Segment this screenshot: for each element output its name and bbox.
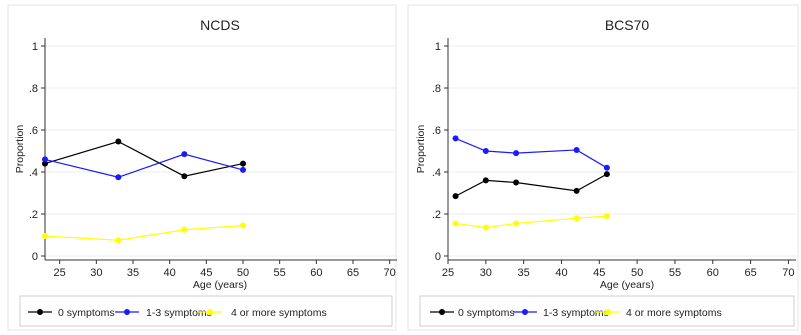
data-point (573, 187, 580, 194)
data-point (115, 174, 122, 181)
series-line (44, 224, 244, 241)
data-point (181, 226, 188, 233)
y-tick-label: 1 (435, 41, 441, 53)
legend-label: 0 symptoms (58, 307, 115, 319)
legend-swatch-marker (605, 309, 611, 315)
data-point (42, 156, 48, 163)
data-point (42, 160, 48, 167)
x-tick-label: 40 (555, 267, 567, 279)
data-point (240, 166, 246, 173)
data-point (603, 213, 610, 220)
y-tick-label: 0 (435, 251, 441, 263)
legend-swatch-marker (207, 309, 213, 315)
y-tick-label: .8 (432, 83, 441, 95)
chart-title: NCDS (200, 17, 240, 33)
x-tick-label: 60 (310, 267, 322, 279)
data-point (513, 220, 520, 227)
x-tick-label: 55 (669, 267, 681, 279)
data-point (452, 135, 459, 142)
x-tick-label: 50 (237, 267, 249, 279)
x-tick-label: 55 (274, 267, 286, 279)
x-tick-label: 65 (347, 267, 359, 279)
series-line (44, 153, 244, 178)
y-tick-label: 0 (32, 251, 38, 263)
legend-swatch-marker (522, 309, 528, 315)
series-line (44, 140, 244, 177)
x-tick-label: 30 (480, 267, 492, 279)
chart-title: BCS70 (605, 17, 650, 33)
y-tick-label: .8 (29, 83, 38, 95)
data-point (42, 233, 48, 240)
x-tick-label: 60 (707, 267, 719, 279)
panel-frame (7, 4, 397, 331)
legend-label: 1-3 symptoms (146, 307, 212, 319)
x-tick-label: 70 (782, 267, 794, 279)
data-point (115, 138, 122, 145)
data-point (240, 160, 246, 167)
y-tick-label: .6 (29, 125, 38, 137)
y-axis-label: Proportion (14, 125, 26, 174)
x-tick-label: 70 (384, 267, 396, 279)
x-axis-label: Age (years) (600, 279, 654, 291)
x-axis-label: Age (years) (193, 279, 247, 291)
legend-label: 4 or more symptoms (231, 307, 327, 319)
data-point (452, 220, 459, 227)
x-tick-label: 40 (164, 267, 176, 279)
data-point (573, 215, 580, 222)
y-tick-label: .2 (29, 209, 38, 221)
legend-label: 1-3 symptoms (543, 307, 609, 319)
data-point (115, 237, 122, 244)
y-tick-label: .6 (432, 125, 441, 137)
x-tick-label: 35 (518, 267, 530, 279)
data-point (513, 179, 520, 186)
panel-frame (407, 4, 799, 331)
x-tick-label: 45 (200, 267, 212, 279)
y-tick-label: .4 (432, 167, 441, 179)
x-tick-label: 25 (54, 267, 66, 279)
legend-swatch-marker (439, 309, 445, 315)
legend-swatch-marker (124, 309, 130, 315)
y-axis-label: Proportion (415, 125, 427, 174)
x-tick-label: 30 (90, 267, 102, 279)
legend-label: 0 symptoms (458, 307, 515, 319)
data-point (452, 193, 459, 200)
x-tick-label: 45 (593, 267, 605, 279)
data-point (240, 222, 246, 229)
y-tick-label: .4 (29, 167, 38, 179)
x-tick-label: 25 (442, 267, 454, 279)
data-point (181, 151, 188, 158)
data-point (603, 164, 610, 171)
y-tick-label: .2 (432, 209, 441, 221)
data-point (573, 146, 580, 153)
legend-swatch-marker (37, 309, 43, 315)
legend-label: 4 or more symptoms (626, 307, 722, 319)
data-point (482, 177, 489, 184)
data-point (482, 148, 489, 154)
data-point (603, 171, 610, 178)
y-tick-label: 1 (32, 41, 38, 53)
bcs70-chart: 0 .2 .4 .6 .8 1 25 30 35 40 45 50 55 60 65 70 BCS70 Age (… (407, 4, 799, 331)
x-tick-label: 65 (744, 267, 756, 279)
x-tick-label: 35 (127, 267, 139, 279)
ncds-chart: 0 .2 .4 .6 .8 1 25 30 35 40 45 50 55 60 65 70 NCDS Age (y… (7, 4, 397, 331)
data-point (482, 224, 489, 231)
legend-box (19, 295, 393, 327)
data-point (181, 173, 188, 180)
x-tick-label: 50 (631, 267, 643, 279)
data-point (513, 150, 520, 157)
